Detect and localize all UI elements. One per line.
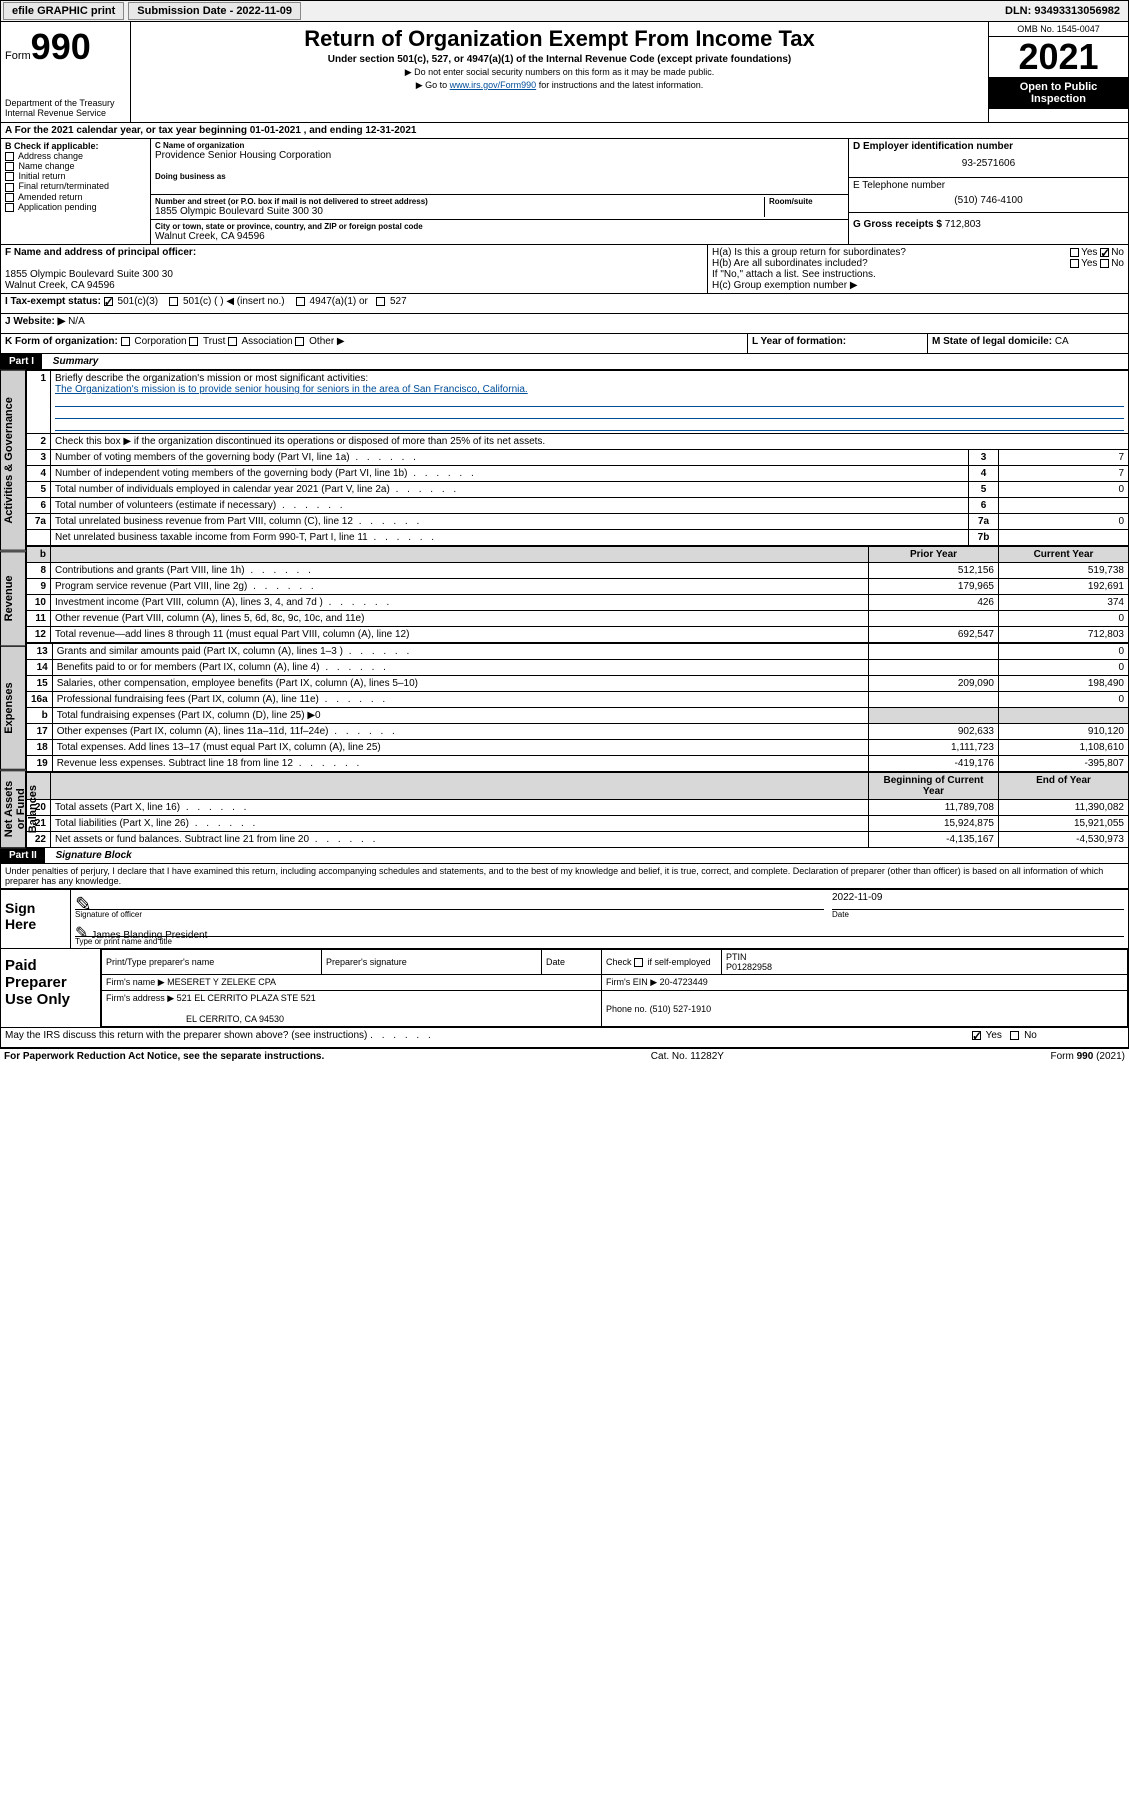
net-assets-table: Beginning of Current YearEnd of Year 20T… — [26, 772, 1129, 848]
form-number: Form990 — [5, 26, 126, 68]
k-trust[interactable] — [189, 337, 198, 346]
checkbox-amended[interactable] — [5, 193, 14, 202]
part1-body: Activities & Governance Revenue Expenses… — [0, 370, 1129, 848]
i-4947[interactable] — [296, 297, 305, 306]
form-title: Return of Organization Exempt From Incom… — [141, 26, 978, 52]
tax-year: 2021 — [989, 37, 1128, 77]
open-public-badge: Open to PublicInspection — [989, 77, 1128, 109]
discuss-yes[interactable] — [972, 1031, 981, 1040]
discuss-no[interactable] — [1010, 1031, 1019, 1040]
city-state-zip: Walnut Creek, CA 94596 — [155, 231, 844, 242]
section-b: B Check if applicable: Address change Na… — [1, 139, 151, 244]
part2-header: Part II Signature Block — [0, 848, 1129, 864]
checkbox-address-change[interactable] — [5, 152, 14, 161]
checkbox-initial-return[interactable] — [5, 172, 14, 181]
submission-date-button[interactable]: Submission Date - 2022-11-09 — [128, 2, 301, 20]
discuss-row: May the IRS discuss this return with the… — [0, 1028, 1129, 1048]
section-d: D Employer identification number 93-2571… — [848, 139, 1128, 244]
goto-line: ▶ Go to www.irs.gov/Form990 for instruct… — [141, 80, 978, 91]
k-other[interactable] — [295, 337, 304, 346]
hb-no[interactable] — [1100, 259, 1109, 268]
checkbox-final-return[interactable] — [5, 183, 14, 192]
governance-table: 1 Briefly describe the organization's mi… — [26, 370, 1129, 546]
checkbox-app-pending[interactable] — [5, 203, 14, 212]
section-bcd: B Check if applicable: Address change Na… — [0, 139, 1129, 245]
section-c: C Name of organization Providence Senior… — [151, 139, 848, 244]
ein-value: 93-2571606 — [853, 152, 1124, 175]
section-i: I Tax-exempt status: 501(c)(3) 501(c) ( … — [0, 294, 1129, 314]
dln-label: DLN: 93493313056982 — [997, 3, 1128, 19]
revenue-table: bPrior YearCurrent Year 8Contributions a… — [26, 546, 1129, 643]
street-address: 1855 Olympic Boulevard Suite 300 30 — [155, 206, 764, 217]
hb-yes[interactable] — [1070, 259, 1079, 268]
irs-link[interactable]: www.irs.gov/Form990 — [450, 80, 537, 90]
ssn-warning: ▶ Do not enter social security numbers o… — [141, 67, 978, 78]
i-501c[interactable] — [169, 297, 178, 306]
efile-button[interactable]: efile GRAPHIC print — [3, 2, 124, 20]
ha-no[interactable] — [1100, 248, 1109, 257]
top-bar: efile GRAPHIC print Submission Date - 20… — [0, 0, 1129, 22]
tax-period-row: A For the 2021 calendar year, or tax yea… — [0, 123, 1129, 139]
i-501c3[interactable] — [104, 297, 113, 306]
self-employed-checkbox[interactable] — [634, 958, 643, 967]
declaration-text: Under penalties of perjury, I declare th… — [0, 864, 1129, 888]
tab-net-assets: Net Assets or Fund Balances — [0, 770, 26, 848]
dept-label: Department of the Treasury — [5, 98, 126, 108]
page-footer: For Paperwork Reduction Act Notice, see … — [0, 1048, 1129, 1064]
section-klm: K Form of organization: Corporation Trus… — [0, 334, 1129, 354]
section-fh: F Name and address of principal officer:… — [0, 245, 1129, 294]
k-corp[interactable] — [121, 337, 130, 346]
gross-receipts: 712,803 — [945, 219, 981, 230]
form-header: Form990 Department of the Treasury Inter… — [0, 22, 1129, 123]
org-name: Providence Senior Housing Corporation — [155, 150, 844, 161]
tab-governance: Activities & Governance — [0, 370, 26, 551]
checkbox-name-change[interactable] — [5, 162, 14, 171]
sign-here-section: Sign Here ✎ Signature of officer 2022-11… — [0, 888, 1129, 949]
mission-text: The Organization's mission is to provide… — [55, 384, 528, 395]
omb-number: OMB No. 1545-0047 — [989, 22, 1128, 37]
paid-preparer-section: Paid Preparer Use Only Print/Type prepar… — [0, 949, 1129, 1028]
ha-yes[interactable] — [1070, 248, 1079, 257]
form-subtitle: Under section 501(c), 527, or 4947(a)(1)… — [141, 54, 978, 65]
expenses-table: 13Grants and similar amounts paid (Part … — [26, 643, 1129, 772]
i-527[interactable] — [376, 297, 385, 306]
k-assoc[interactable] — [228, 337, 237, 346]
tab-expenses: Expenses — [0, 646, 26, 770]
phone-value: (510) 746-4100 — [853, 191, 1124, 210]
tab-revenue: Revenue — [0, 551, 26, 646]
section-j: J Website: ▶ N/A — [0, 314, 1129, 334]
irs-label: Internal Revenue Service — [5, 108, 126, 118]
part1-header: Part I Summary — [0, 354, 1129, 370]
